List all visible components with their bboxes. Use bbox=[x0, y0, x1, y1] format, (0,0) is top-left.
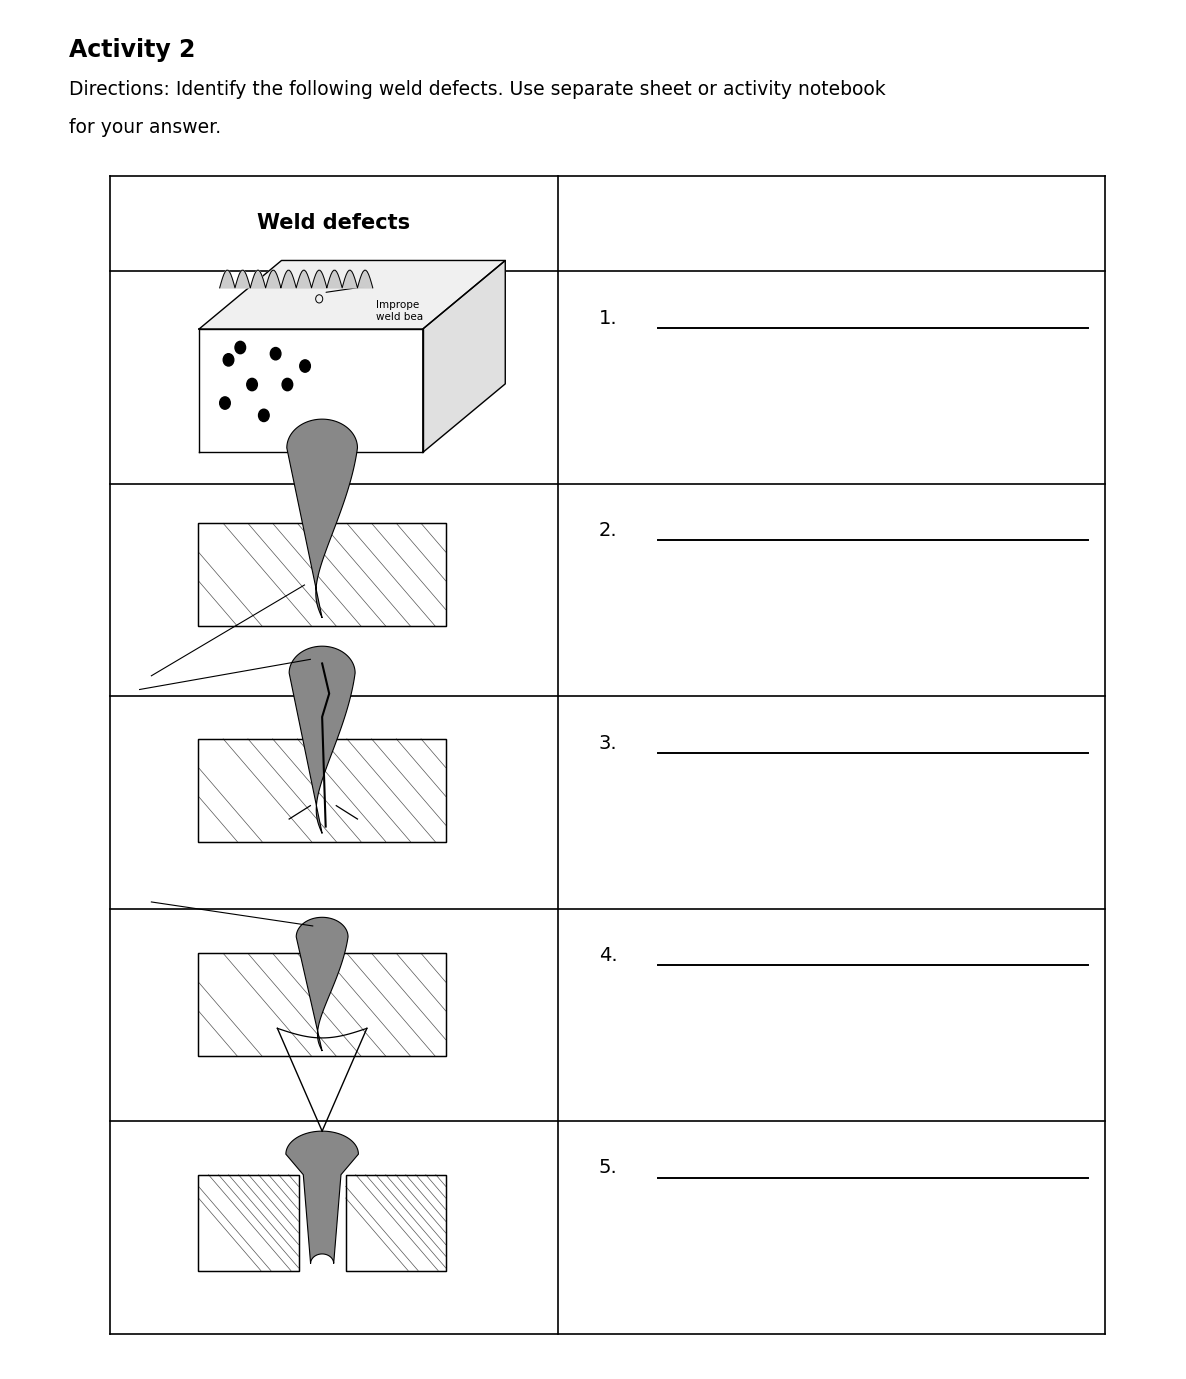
Circle shape bbox=[247, 378, 257, 390]
Text: 4.: 4. bbox=[599, 946, 618, 965]
Bar bbox=[198, 953, 446, 1056]
Text: 3.: 3. bbox=[599, 734, 618, 753]
Text: 2.: 2. bbox=[599, 521, 618, 541]
Bar bbox=[198, 523, 446, 626]
Polygon shape bbox=[199, 261, 505, 330]
Polygon shape bbox=[219, 270, 372, 288]
Text: 1.: 1. bbox=[599, 309, 618, 328]
Bar bbox=[198, 739, 446, 841]
Polygon shape bbox=[423, 261, 505, 452]
Circle shape bbox=[259, 410, 269, 422]
Polygon shape bbox=[286, 1131, 358, 1263]
Circle shape bbox=[219, 397, 230, 410]
Circle shape bbox=[282, 378, 293, 390]
Text: Imprope
weld bea: Imprope weld bea bbox=[376, 299, 423, 321]
Bar bbox=[345, 1175, 446, 1270]
Bar bbox=[345, 1175, 446, 1270]
Polygon shape bbox=[287, 419, 357, 618]
Circle shape bbox=[270, 348, 281, 360]
Polygon shape bbox=[296, 917, 347, 1051]
Circle shape bbox=[235, 342, 246, 353]
Circle shape bbox=[300, 360, 311, 372]
Polygon shape bbox=[289, 647, 355, 833]
Bar bbox=[198, 523, 446, 626]
Bar bbox=[198, 739, 446, 841]
Text: Activity 2: Activity 2 bbox=[69, 39, 196, 62]
Text: for your answer.: for your answer. bbox=[69, 119, 221, 137]
Polygon shape bbox=[199, 330, 423, 452]
Text: 5.: 5. bbox=[599, 1158, 618, 1178]
Bar bbox=[198, 1175, 299, 1270]
Bar bbox=[198, 953, 446, 1056]
Text: Weld defects: Weld defects bbox=[257, 214, 410, 233]
Bar bbox=[198, 1175, 299, 1270]
Text: Directions: Identify the following weld defects. Use separate sheet or activity : Directions: Identify the following weld … bbox=[69, 80, 886, 98]
Circle shape bbox=[223, 353, 234, 365]
